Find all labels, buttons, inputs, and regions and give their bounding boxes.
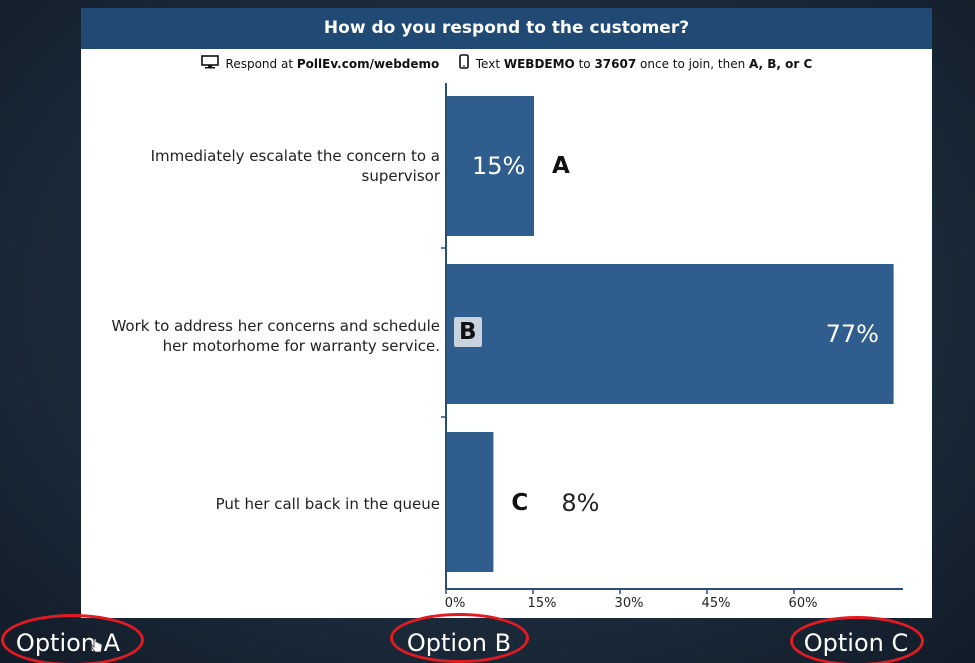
text-keyword: WEBDEMO bbox=[503, 57, 575, 71]
results-chart-svg bbox=[441, 83, 903, 594]
respond-prefix: Respond at bbox=[225, 57, 294, 71]
category-label-line: her motorhome for warranty service. bbox=[162, 337, 440, 355]
bar-value-label-a: 15% bbox=[472, 152, 526, 180]
option-a-highlight-ring bbox=[1, 614, 144, 663]
bar-c bbox=[447, 432, 494, 572]
poll-slide: How do you respond to the customer? Resp… bbox=[81, 8, 932, 618]
monitor-icon bbox=[200, 54, 219, 75]
category-label: Put her call back in the queue bbox=[90, 494, 440, 514]
option-c-highlight-ring bbox=[790, 616, 924, 663]
bar-letter-a: A bbox=[552, 153, 570, 179]
phone-icon bbox=[459, 54, 469, 75]
bar-a bbox=[447, 96, 534, 236]
option-b-highlight-ring bbox=[390, 613, 529, 663]
bar-letter-b: B bbox=[454, 317, 482, 347]
results-chart: 0% 15% 30% 45% 60% Immediately escalate the c… bbox=[81, 8, 932, 618]
response-instructions: Respond at PollEv.com/webdemo Text WEBDE… bbox=[81, 54, 932, 74]
text-number: 37607 bbox=[594, 57, 637, 71]
x-tick-label: 0% bbox=[444, 596, 466, 611]
text-choices: A, B, or C bbox=[749, 57, 813, 71]
bar-value-label-c: 8% bbox=[561, 489, 600, 517]
category-label-line: supervisor bbox=[361, 167, 440, 185]
bar-b bbox=[447, 264, 894, 404]
x-tick-label: 60% bbox=[788, 596, 818, 611]
bar-letter-c: C bbox=[511, 490, 529, 516]
text-to: to bbox=[578, 57, 591, 71]
category-label-line: Immediately escalate the concern to a bbox=[150, 147, 440, 165]
bar-value-label-b: 77% bbox=[825, 320, 879, 348]
category-label-line: Put her call back in the queue bbox=[215, 495, 440, 513]
category-label: Work to address her concerns and schedul… bbox=[90, 316, 440, 356]
x-tick-label: 30% bbox=[614, 596, 644, 611]
category-label: Immediately escalate the concern to a sup… bbox=[90, 146, 440, 186]
x-tick-label: 45% bbox=[701, 596, 731, 611]
hand-cursor-icon bbox=[90, 638, 104, 658]
text-prefix: Text bbox=[475, 57, 501, 71]
question-title: How do you respond to the customer? bbox=[81, 8, 932, 49]
category-label-line: Work to address her concerns and schedul… bbox=[111, 317, 440, 335]
text-suffix: once to join, then bbox=[640, 57, 746, 71]
x-tick-label: 15% bbox=[527, 596, 557, 611]
respond-url: PollEv.com/webdemo bbox=[296, 57, 440, 71]
